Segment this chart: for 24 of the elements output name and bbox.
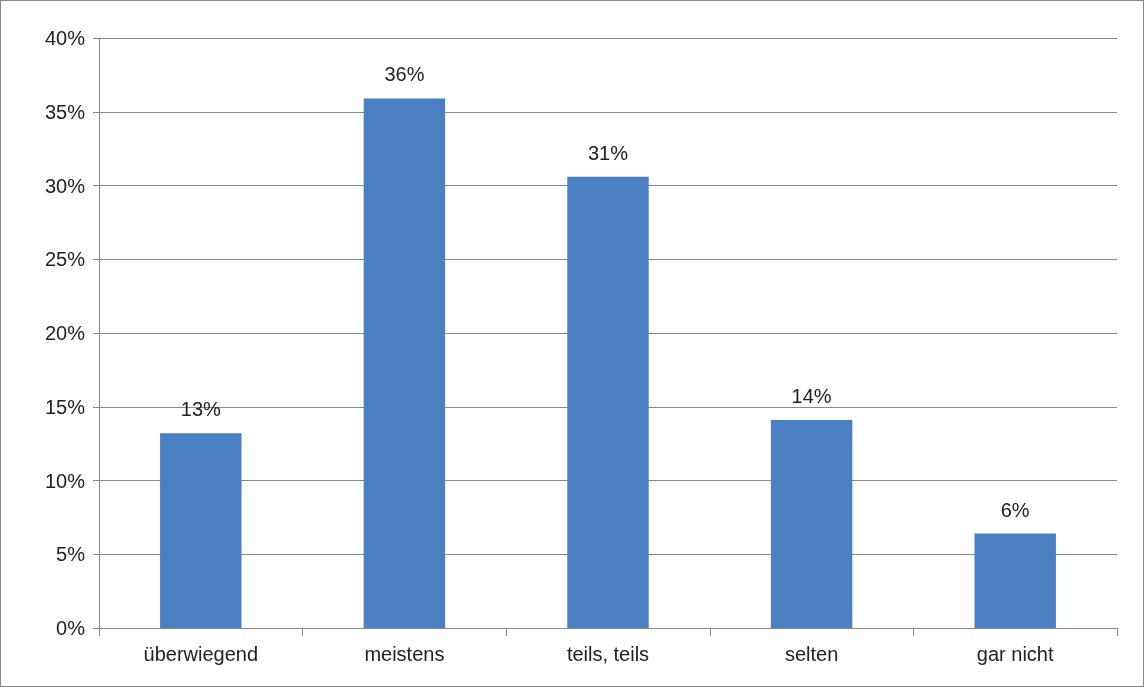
y-tick-label: 0% [56,617,86,639]
data-label: 13% [180,398,222,421]
y-tick-label: 5% [56,543,86,566]
y-tick-label: 40% [44,27,86,49]
bar [567,176,649,628]
data-label: 31% [587,141,629,164]
x-tick-label: gar nicht [976,643,1054,665]
data-label: 36% [384,63,425,86]
x-tick-label: selten [784,643,839,665]
y-tick-label: 20% [44,322,86,344]
y-tick-label: 25% [44,248,86,271]
bar [770,420,853,628]
y-tick-label: 30% [44,174,86,197]
x-tick-label: überwiegend [143,643,259,665]
x-tick-label: meistens [364,643,445,665]
y-tick-label: 10% [44,469,86,492]
bar [160,433,242,628]
bar [974,533,1056,628]
y-tick-label: 35% [44,100,86,123]
data-label: 14% [791,385,832,408]
bar [363,98,446,628]
x-tick-label: teils, teils [566,643,650,665]
data-label: 6% [1000,498,1030,521]
y-tick-label: 15% [44,395,86,418]
